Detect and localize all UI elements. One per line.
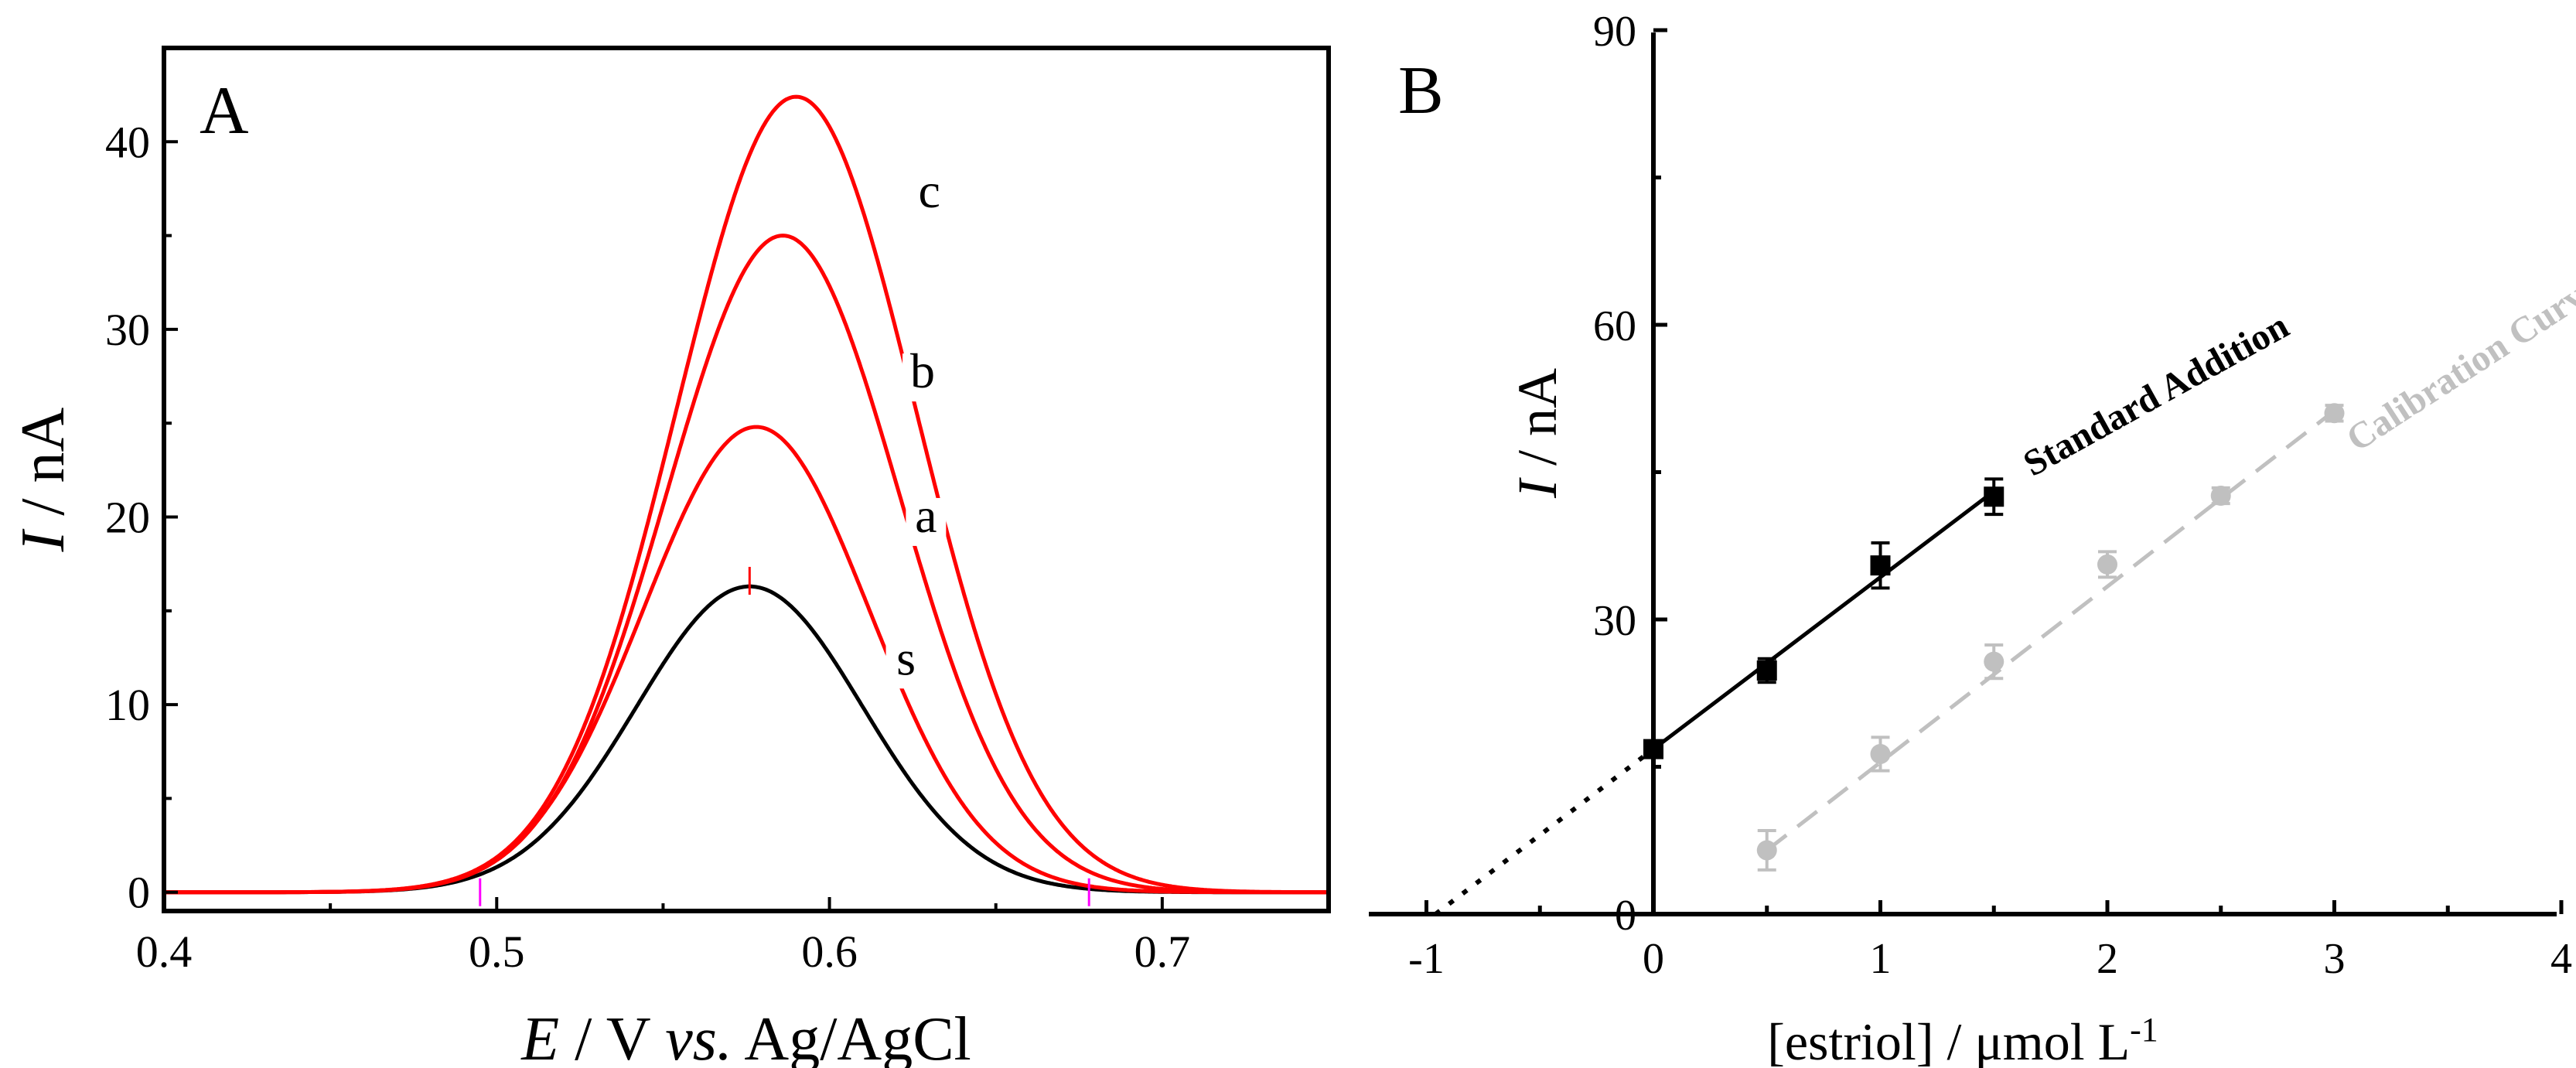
b-x-tick-label: 3 xyxy=(2324,935,2346,983)
b-y-tick-label: 30 xyxy=(1593,597,1636,645)
series-label-bg-a xyxy=(906,497,947,546)
b-x-tick-label: 1 xyxy=(1870,935,1892,983)
x-tick-label: 0.5 xyxy=(469,926,525,977)
b-x-tick-label: -1 xyxy=(1408,935,1445,983)
x-tick-label: 0.6 xyxy=(801,926,858,977)
panel-b-x-axis-label: [estriol] / μmol L-1 xyxy=(1767,1011,2158,1068)
y-tick-label: 10 xyxy=(105,680,150,730)
b-y-tick-label: 0 xyxy=(1615,892,1636,940)
b-y-tick-label: 90 xyxy=(1593,8,1636,56)
calibration-point xyxy=(2097,554,2117,575)
panel-b-fit-lines xyxy=(1434,409,2336,916)
y-tick-label: 20 xyxy=(105,493,150,543)
series-label-bg-b xyxy=(902,353,943,402)
series-label-c: c xyxy=(918,163,940,218)
panel-b-y-ticks: 0 30 60 90 xyxy=(1593,8,1667,940)
b-x-tick-label: 0 xyxy=(1643,935,1664,983)
curve-s xyxy=(164,584,1329,895)
panel-a-x-ticks: 0.4 0.5 0.6 0.7 xyxy=(136,897,1190,977)
x-tick-label: 0.7 xyxy=(1134,926,1191,977)
calibration-point xyxy=(1984,651,2005,672)
panel-a: 0.4 0.5 0.6 0.7 0 10 20 30 40 s a b c A E / V vs. … xyxy=(9,46,1331,1068)
y-tick-label: 30 xyxy=(105,305,150,355)
panel-a-markers xyxy=(479,567,1090,906)
series-label-bg-s xyxy=(885,640,926,689)
series-label-0: Standard Addition xyxy=(2017,305,2296,485)
calibration-point xyxy=(2210,485,2231,506)
extrapolation-line xyxy=(1434,747,1655,916)
b-x-tick-label: 4 xyxy=(2550,935,2572,983)
curve-a xyxy=(164,425,1329,895)
calibration-point xyxy=(1870,743,1891,764)
standard-addition-point xyxy=(1870,555,1891,576)
y-tick-label: 0 xyxy=(128,868,150,918)
panel-a-y-axis-label: I / nA xyxy=(9,407,77,552)
panel-a-label: A xyxy=(200,73,249,148)
fit-line-1 xyxy=(1766,409,2336,852)
series-label-1: Calibration Curve xyxy=(2339,266,2576,459)
panel-a-x-axis-label: E / V vs. Ag/AgCl xyxy=(520,1005,971,1068)
fit-line-0 xyxy=(1652,490,1995,751)
calibration-point xyxy=(2324,403,2345,424)
series-label-b: b xyxy=(910,343,935,398)
panel-a-frame xyxy=(162,46,1331,913)
y-tick-label: 40 xyxy=(105,117,150,167)
x-tick-label: 0.4 xyxy=(136,926,193,977)
panel-a-curves xyxy=(164,94,1329,895)
panel-b-label: B xyxy=(1398,53,1444,128)
panel-b-y-axis-label: I / nA xyxy=(1506,368,1568,499)
calibration-point xyxy=(1756,840,1777,861)
curve-b xyxy=(164,234,1329,895)
standard-addition-point xyxy=(1984,486,2005,507)
b-y-tick-label: 60 xyxy=(1593,302,1636,350)
panel-b: B -1 0 1 2 3 4 0 30 60 90 Standard Addition Calib… xyxy=(1369,8,2576,1068)
panel-a-series-labels: s a b c xyxy=(885,163,950,689)
panel-a-y-ticks: 0 10 20 30 40 xyxy=(105,117,178,918)
panel-b-data-points xyxy=(1643,403,2345,872)
series-label-a: a xyxy=(915,488,937,543)
panel-b-x-ticks: -1 0 1 2 3 4 xyxy=(1408,900,2572,983)
panel-b-series-labels: Standard Addition Calibration Curve xyxy=(2017,266,2576,484)
standard-addition-point xyxy=(1756,660,1777,681)
b-x-tick-label: 2 xyxy=(2097,935,2118,983)
series-label-s: s xyxy=(896,630,916,685)
series-label-bg-c xyxy=(909,173,950,222)
standard-addition-point xyxy=(1643,739,1663,759)
curve-c xyxy=(164,94,1329,895)
